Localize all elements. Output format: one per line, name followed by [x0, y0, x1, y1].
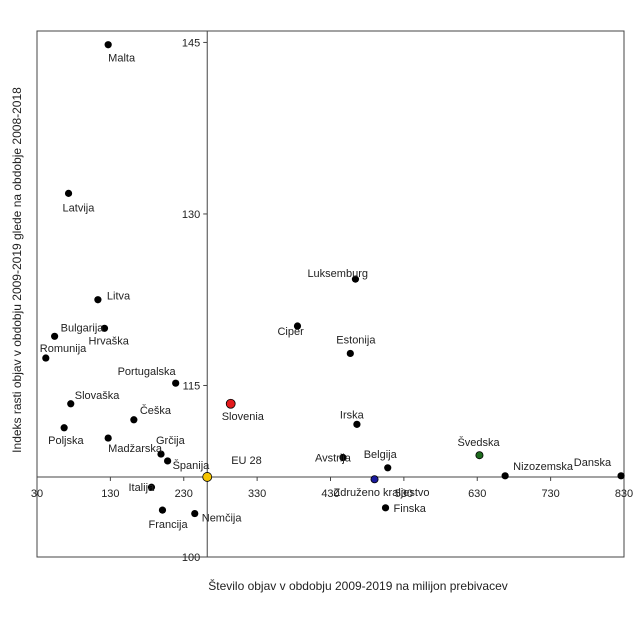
data-point: [225, 398, 236, 409]
data-point: [42, 354, 50, 362]
point-label: Francija: [148, 519, 188, 531]
data-point: [370, 475, 379, 484]
data-point: [60, 424, 68, 432]
data-point: [104, 434, 112, 442]
data-point: [94, 296, 102, 304]
data-point: [353, 420, 361, 428]
point-label: Finska: [394, 503, 427, 515]
data-point: [157, 450, 165, 458]
point-label: Litva: [107, 291, 131, 303]
x-tick-label: 330: [248, 488, 266, 500]
data-point: [617, 472, 625, 480]
y-tick-label: 130: [182, 209, 200, 221]
point-label: EU 28: [231, 455, 262, 467]
point-label: Združeno kraljestvo: [334, 487, 430, 499]
data-point: [172, 379, 180, 387]
point-label: Hrvaška: [89, 335, 130, 347]
point-label: Romunija: [40, 343, 87, 355]
data-point: [51, 332, 59, 340]
point-label: Poljska: [48, 435, 84, 447]
point-label: Slovaška: [75, 390, 121, 402]
point-label: Bulgarija: [61, 322, 105, 334]
labels-layer: Malta Latvija Litva BulgarijaHrvaškaRomunij…: [40, 53, 612, 531]
point-label: Madžarska: [108, 443, 163, 455]
axes-layer: 30 130 230 330 430 530 630 730 830 100 115 130 145: [31, 31, 633, 564]
x-tick-label: 130: [101, 488, 119, 500]
plot-frame: [36, 30, 625, 558]
data-point: [384, 464, 392, 472]
point-label: Irska: [340, 409, 365, 421]
data-point: [339, 453, 347, 462]
data-point: [64, 189, 73, 197]
data-point: [202, 472, 213, 482]
point-label: Češka: [140, 404, 172, 417]
x-tick-label: 730: [541, 488, 559, 500]
data-point: [351, 275, 360, 283]
data-point: [346, 349, 354, 358]
point-label: Avstrija: [315, 453, 352, 465]
point-label: Portugalska: [118, 366, 177, 378]
point-label: Slovenia: [222, 411, 265, 423]
point-label: Nemčija: [202, 513, 243, 525]
x-tick-label: 530: [395, 488, 413, 500]
data-point: [501, 472, 509, 480]
data-point: [147, 483, 156, 491]
data-point: [158, 506, 167, 514]
x-tick-label: 430: [321, 488, 339, 500]
point-label: Ciper: [277, 326, 304, 338]
point-label: Italija: [128, 482, 155, 494]
data-point: [130, 416, 138, 424]
point-label: Luksemburg: [307, 268, 368, 280]
data-point: [475, 451, 484, 460]
data-point: [164, 457, 172, 465]
points-layer: [42, 41, 625, 518]
x-tick-label: 630: [468, 488, 486, 500]
data-point: [100, 324, 109, 332]
point-label: Nizozemska: [513, 461, 574, 473]
data-point: [191, 509, 199, 518]
y-tick-label: 145: [182, 37, 200, 49]
data-point: [293, 322, 302, 330]
x-tick-label: 30: [31, 488, 43, 500]
point-label: Švedska: [457, 436, 500, 449]
data-point: [67, 400, 75, 408]
data-point: [381, 504, 390, 512]
y-axis-label: Indeks rasti objav v obdobju 2009-2019 g…: [10, 87, 24, 453]
point-label: Danska: [574, 457, 612, 469]
y-tick-label: 115: [183, 380, 201, 392]
data-point: [104, 41, 112, 49]
x-tick-label: 830: [615, 488, 633, 500]
point-label: Malta: [108, 53, 136, 65]
y-tick-label: 100: [182, 552, 200, 564]
point-label: Belgija: [364, 449, 398, 461]
point-label: Španija: [173, 459, 211, 472]
point-label: Estonija: [336, 334, 376, 346]
x-axis-label: Število objav v obdobju 2009-2019 na mil…: [208, 578, 508, 593]
point-label: Latvija: [63, 202, 96, 214]
point-label: Grčija: [156, 435, 186, 447]
x-tick-label: 230: [175, 488, 193, 500]
